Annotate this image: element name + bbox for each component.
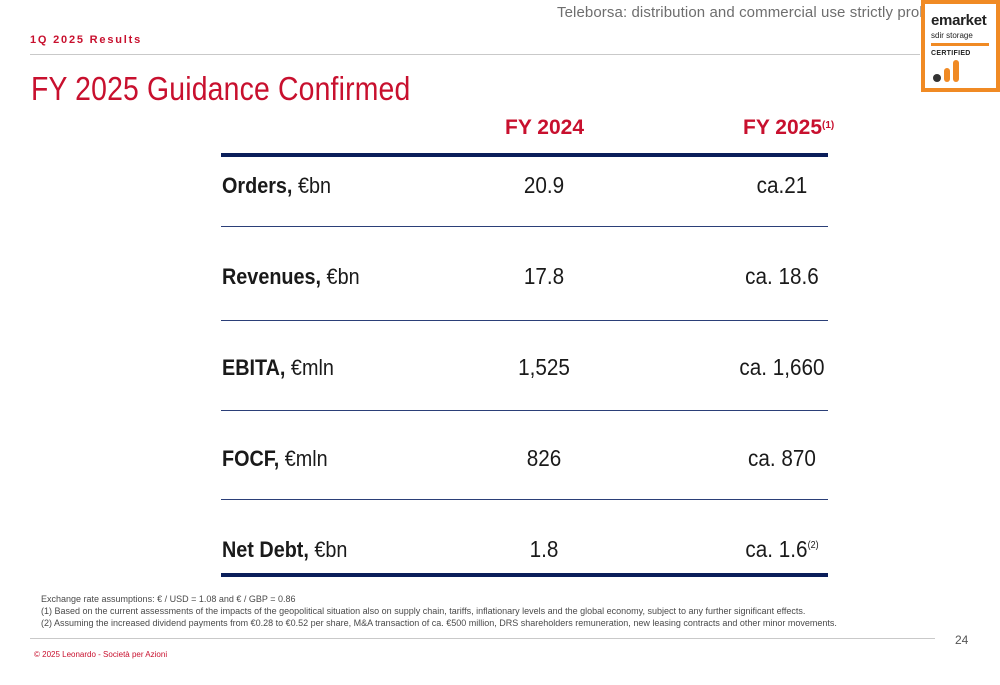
badge-logo-bar-icon	[953, 60, 959, 82]
badge-logo-dot-icon	[933, 74, 941, 82]
row-divider	[221, 226, 828, 227]
table-cell-fy2024: 1.8	[529, 536, 559, 562]
table-cell-fy2025: ca. 18.6	[745, 263, 819, 289]
emarket-certified-badge: emarket sdir storage CERTIFIED	[921, 0, 1000, 92]
badge-certified: CERTIFIED	[931, 50, 971, 57]
table-row-label-orders: Orders, €bn	[222, 173, 331, 198]
table-cell-fy2024: 826	[526, 445, 562, 471]
column-header-fy2024: FY 2024	[505, 116, 585, 139]
table-row-label-revenues: Revenues, €bn	[222, 264, 360, 289]
badge-brand: emarket	[931, 12, 987, 29]
table-bottom-rule	[221, 573, 828, 577]
table-row-label-net-debt: Net Debt, €bn	[222, 537, 348, 562]
row-divider	[221, 410, 828, 411]
watermark-text: Teleborsa: distribution and commercial u…	[557, 4, 965, 21]
footnote-line: Exchange rate assumptions: € / USD = 1.0…	[41, 594, 296, 604]
table-cell-fy2025: ca. 870	[748, 445, 816, 471]
page-title: FY 2025 Guidance Confirmed	[31, 70, 411, 107]
badge-logo-bar-icon	[944, 68, 950, 82]
page-number: 24	[955, 633, 969, 647]
table-top-rule	[221, 153, 828, 157]
table-row-label-focf: FOCF, €mln	[222, 446, 328, 471]
footnote-marker: (2)	[807, 540, 819, 551]
copyright-text: © 2025 Leonardo - Società per Azioni	[34, 650, 168, 659]
table-row-label-ebita: EBITA, €mln	[222, 355, 334, 380]
row-divider	[221, 499, 828, 500]
badge-subtitle: sdir storage	[931, 31, 973, 40]
footnote-line: (2) Assuming the increased dividend paym…	[41, 618, 837, 628]
footnotes: Exchange rate assumptions: € / USD = 1.0…	[41, 593, 837, 629]
table-cell-fy2025: ca. 1.6(2)	[745, 536, 819, 562]
table-cell-fy2025: ca.21	[756, 172, 808, 198]
column-header-fy2025: FY 2025(1)	[743, 116, 835, 139]
footnote-line: (1) Based on the current assessments of …	[41, 606, 806, 616]
table-cell-fy2024: 20.9	[523, 172, 565, 198]
table-cell-fy2024: 17.8	[523, 263, 565, 289]
footnote-marker: (1)	[822, 120, 835, 131]
section-label: 1Q 2025 Results	[30, 34, 142, 46]
header-divider	[30, 54, 920, 55]
footer-divider	[30, 638, 935, 639]
badge-accent-bar	[931, 43, 989, 46]
table-cell-fy2025: ca. 1,660	[739, 354, 825, 380]
table-cell-fy2024: 1,525	[518, 354, 570, 380]
row-divider	[221, 320, 828, 321]
